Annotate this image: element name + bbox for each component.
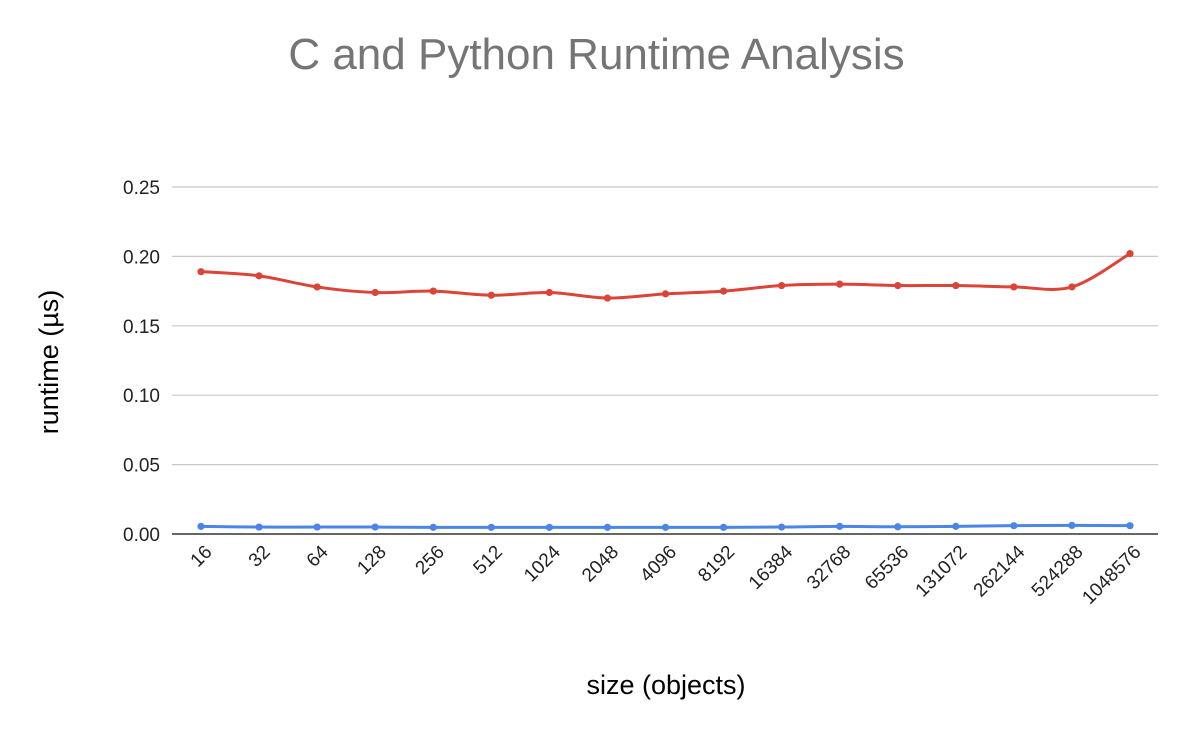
gridlines — [172, 186, 1158, 535]
chart-title: C and Python Runtime Analysis — [288, 30, 905, 79]
data-point-python — [661, 290, 670, 298]
y-tick-label: 0.00 — [123, 525, 160, 546]
y-tick-label: 0.05 — [123, 456, 160, 477]
x-tick-label: 524288 — [1028, 542, 1088, 602]
x-tick-label: 1024 — [520, 541, 565, 586]
data-point-c — [894, 523, 902, 531]
y-axis-ticks: 0.00 0.05 0.10 0.15 0.20 0.25 — [123, 178, 160, 546]
data-point-c — [603, 523, 612, 531]
x-tick-label: 16 — [187, 542, 217, 572]
x-tick-label: 8192 — [694, 542, 739, 587]
data-point-c — [255, 523, 263, 531]
data-point-c — [661, 523, 670, 531]
x-tick-label: 32 — [245, 542, 275, 572]
data-point-python — [1010, 283, 1018, 291]
x-tick-label: 1048576 — [1078, 542, 1145, 609]
data-point-c — [1126, 522, 1134, 530]
data-point-python — [197, 268, 205, 276]
data-point-c — [1068, 521, 1076, 529]
data-point-c — [836, 522, 844, 530]
data-point-python — [719, 287, 728, 295]
data-point-c — [197, 522, 205, 530]
x-tick-label: 32768 — [803, 542, 855, 594]
series-c — [197, 521, 1134, 531]
y-tick-label: 0.25 — [123, 178, 160, 199]
data-point-python — [255, 272, 263, 280]
x-axis-ticks: 16 32 64 128 256 512 1024 2048 4096 8192 16384 3276… — [187, 541, 1146, 608]
y-axis-label: runtime (µs) — [34, 290, 64, 435]
data-point-c — [719, 523, 728, 531]
data-point-python — [778, 281, 786, 290]
data-point-c — [313, 523, 321, 531]
data-point-c — [371, 523, 379, 531]
x-tick-label: 4096 — [636, 542, 681, 587]
y-tick-label: 0.20 — [123, 247, 160, 268]
data-point-c — [952, 522, 960, 530]
x-tick-label: 128 — [353, 542, 390, 579]
x-tick-label: 262144 — [970, 541, 1030, 601]
x-tick-label: 2048 — [578, 542, 623, 587]
data-point-python — [545, 288, 553, 297]
data-point-python — [1068, 283, 1076, 291]
data-point-c — [778, 523, 786, 531]
data-point-python — [429, 287, 437, 295]
data-point-c — [545, 523, 553, 531]
data-point-python — [487, 291, 495, 299]
y-tick-label: 0.10 — [123, 386, 160, 407]
data-point-c — [1010, 522, 1018, 530]
y-tick-label: 0.15 — [123, 317, 160, 338]
x-tick-label: 512 — [470, 542, 507, 579]
x-tick-label: 65536 — [861, 542, 913, 594]
x-tick-label: 64 — [303, 541, 333, 571]
x-tick-label: 131072 — [912, 542, 972, 602]
data-point-c — [429, 523, 437, 531]
data-point-c — [487, 523, 495, 531]
data-point-python — [836, 280, 844, 288]
data-point-python — [313, 283, 321, 291]
x-tick-label: 256 — [412, 542, 449, 579]
data-point-python — [1126, 250, 1134, 258]
data-point-python — [894, 281, 902, 290]
x-axis-label: size (objects) — [586, 670, 745, 700]
data-point-python — [952, 281, 960, 290]
x-tick-label: 16384 — [745, 541, 798, 594]
data-point-python — [603, 294, 612, 302]
series-python — [197, 250, 1134, 302]
data-point-python — [371, 288, 379, 297]
series-lines — [197, 250, 1134, 531]
